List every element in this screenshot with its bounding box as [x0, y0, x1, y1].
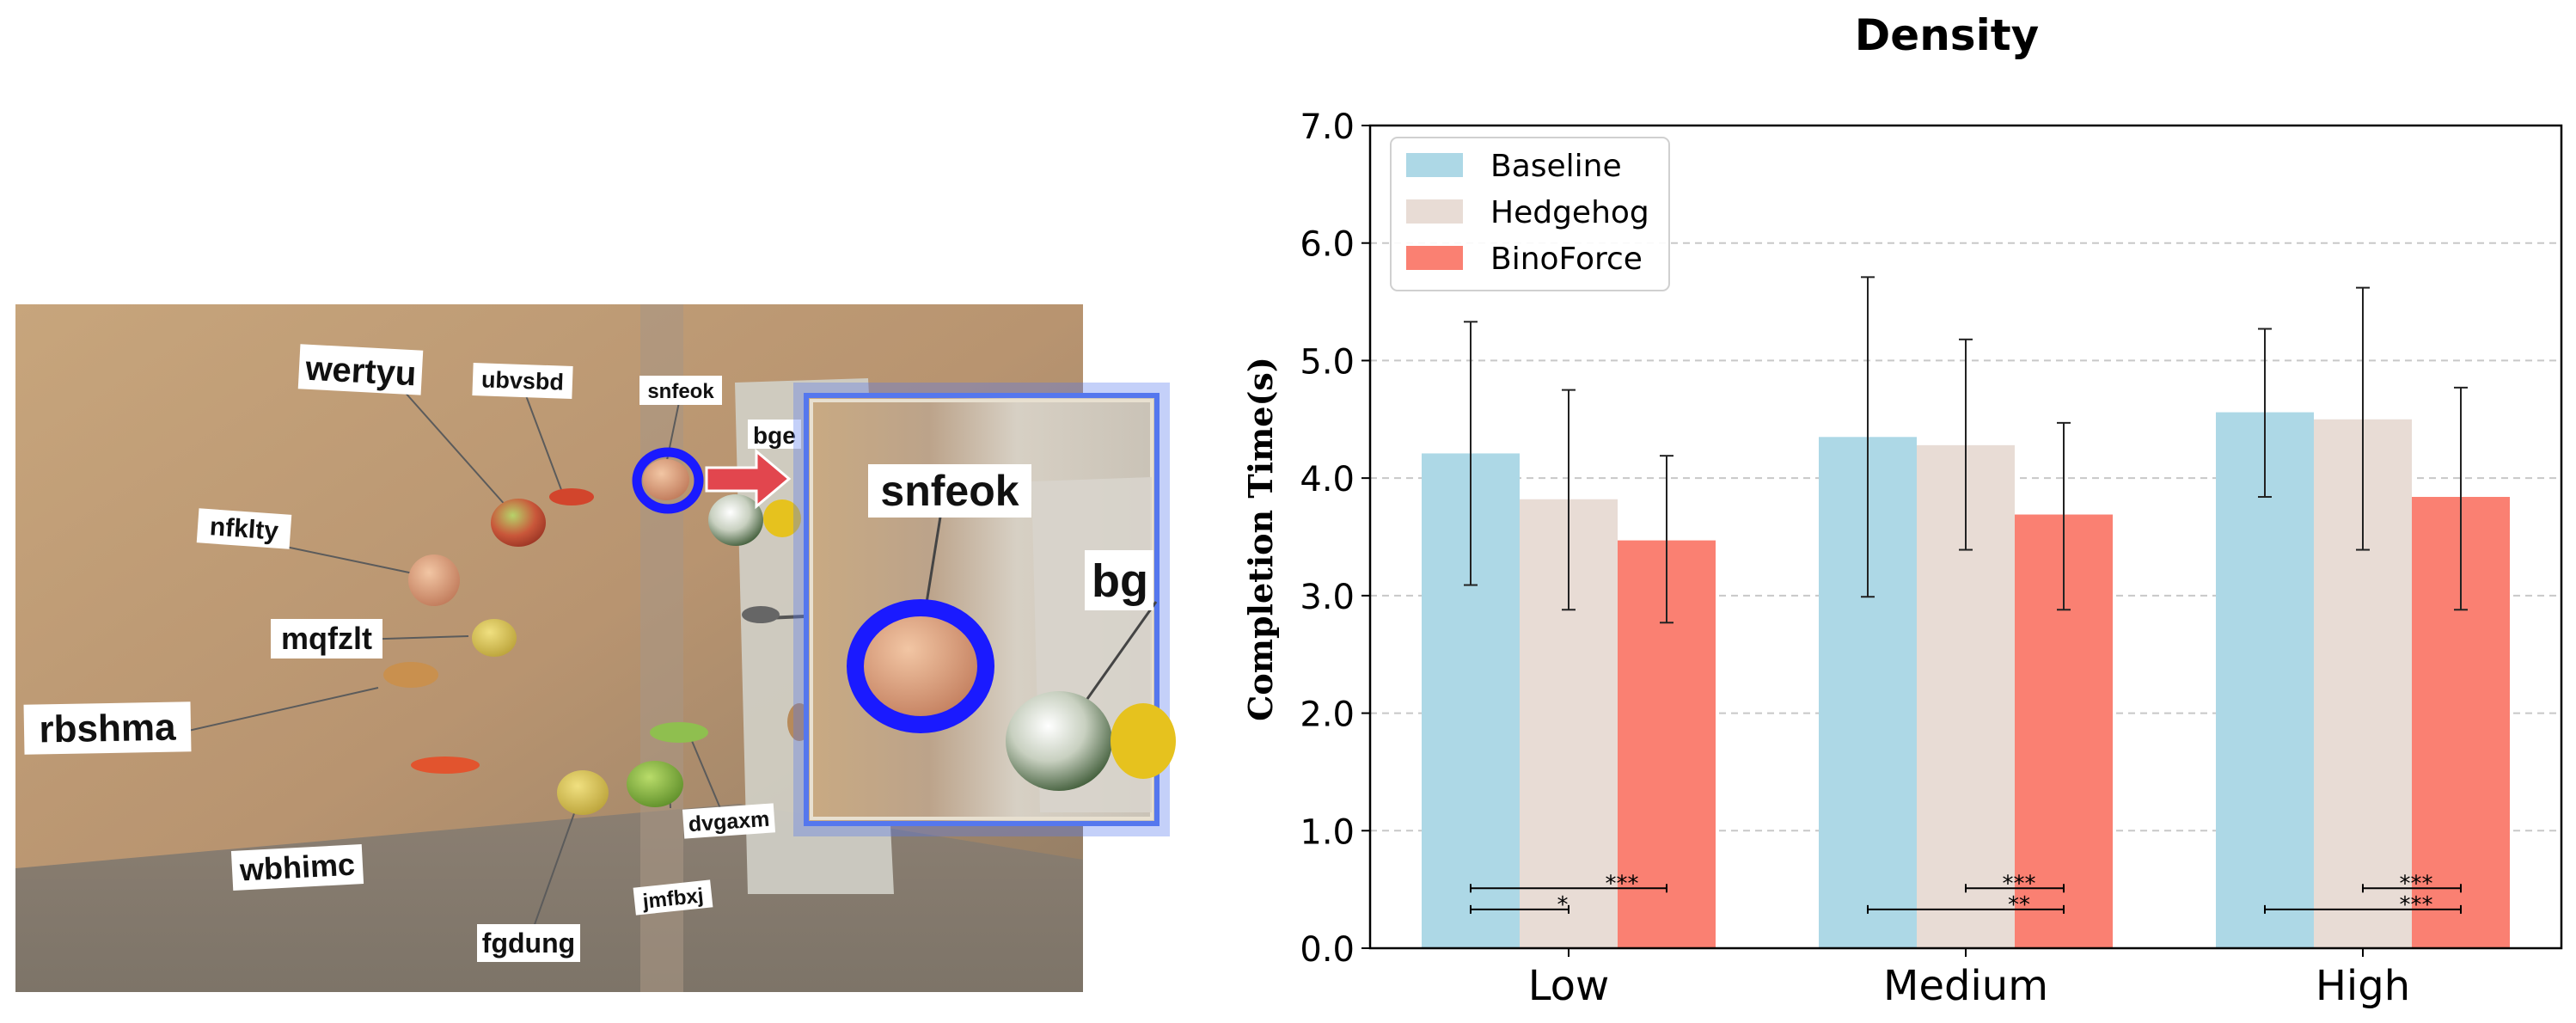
legend-label-binoforce: BinoForce [1490, 242, 1643, 277]
legend-label-baseline: Baseline [1490, 149, 1622, 184]
target-highlight-ring [632, 447, 704, 514]
density-bar-chart: Density Completion Time(s) *************… [1241, 10, 2563, 1010]
label-snfeok: snfeok [647, 380, 714, 403]
significance-label: *** [2400, 871, 2433, 897]
zoom-arrow-icon [705, 448, 792, 510]
y-tick-label: 7.0 [1300, 107, 1355, 147]
y-tick-label: 0.0 [1300, 930, 1355, 970]
bar-baseline [2216, 412, 2314, 948]
significance-label: ** [2008, 892, 2030, 918]
legend-swatch-baseline [1406, 153, 1463, 177]
label-fgdung: fgdung [482, 928, 575, 959]
label-wbhimc: wbhimc [238, 847, 356, 888]
significance-label: * [1557, 892, 1569, 918]
legend-swatch-binoforce [1406, 246, 1463, 270]
y-tick-label: 4.0 [1300, 460, 1355, 499]
zoom-inset: snfeok bg [793, 383, 1176, 836]
label-bge: bge [753, 422, 796, 449]
y-tick-label: 6.0 [1300, 225, 1355, 265]
label-ubvsbd: ubvsbd [480, 366, 564, 395]
y-tick-label: 5.0 [1300, 342, 1355, 382]
scene-vegetables [383, 459, 811, 815]
error-bars [1464, 276, 2468, 624]
y-ticks: 0.0 1.0 2.0 3.0 4.0 5.0 6.0 7.0 [1300, 107, 1370, 970]
x-tick-label: High [2316, 962, 2410, 1010]
zoom-label-snfeok: snfeok [880, 467, 1019, 515]
legend-swatch-hedgehog [1406, 199, 1463, 224]
label-wertyu: wertyu [303, 350, 417, 394]
legend: Baseline Hedgehog BinoForce [1390, 137, 1670, 291]
significance-label: *** [2400, 892, 2433, 918]
label-dvgaxm: dvgaxm [688, 807, 770, 837]
y-axis-label: Completion Time(s) [1241, 357, 1280, 721]
label-rbshma: rbshma [39, 707, 176, 751]
significance-brackets: *************** [1470, 871, 2462, 918]
significance-label: *** [1606, 871, 1639, 897]
scene-labels: wertyu ubvsbd snfeok bge nfklty mqfzlt r… [23, 344, 801, 962]
y-tick-label: 2.0 [1300, 695, 1355, 735]
zoom-highlight-ring [847, 599, 994, 733]
legend-label-hedgehog: Hedgehog [1490, 195, 1649, 230]
zoom-label-bg: bg [1092, 555, 1148, 607]
label-nfklty: nfklty [209, 512, 279, 546]
label-mqfzlt: mqfzlt [281, 621, 372, 656]
significance-label: *** [2003, 871, 2036, 897]
x-tick-label: Medium [1883, 962, 2048, 1010]
vr-scene-screenshot: wertyu ubvsbd snfeok bge nfklty mqfzlt r… [15, 304, 1176, 992]
x-ticks: Low Medium High [1528, 948, 2410, 1010]
y-tick-label: 3.0 [1300, 578, 1355, 617]
x-tick-label: Low [1528, 962, 1610, 1010]
chart-title: Density [1855, 10, 2039, 60]
y-tick-label: 1.0 [1300, 812, 1355, 852]
